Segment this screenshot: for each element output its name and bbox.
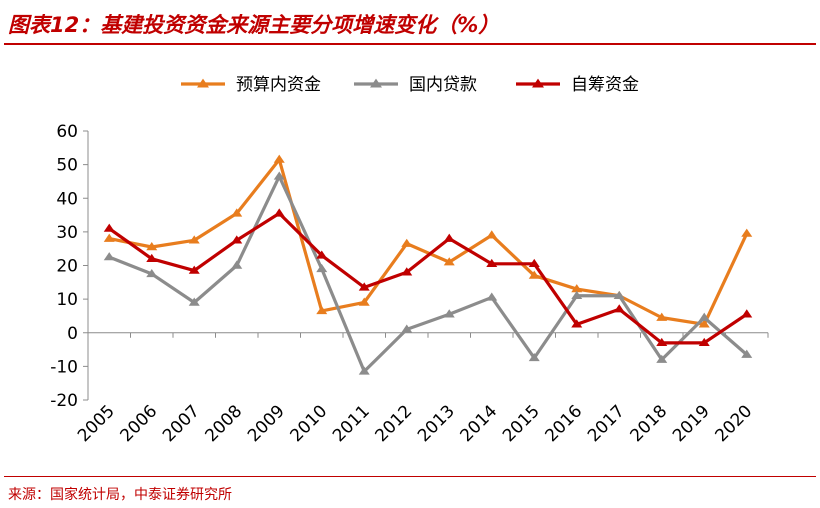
y-tick-label: 10	[56, 290, 78, 310]
data-point	[103, 252, 115, 261]
title-divider	[4, 43, 816, 45]
footer-divider	[4, 476, 816, 477]
series-3	[103, 208, 753, 347]
data-point	[698, 312, 710, 321]
x-tick-label: 2018	[627, 401, 672, 446]
data-point	[358, 282, 370, 291]
data-point	[316, 305, 328, 315]
x-tick-label: 2007	[159, 401, 204, 446]
data-point	[231, 235, 243, 244]
legend-label: 预算内资金	[236, 75, 321, 95]
x-tick-label: 2005	[74, 401, 119, 446]
y-tick-label: 40	[56, 189, 78, 209]
series-line	[108, 157, 749, 326]
series-2	[103, 171, 753, 375]
x-tick-label: 2019	[669, 401, 714, 446]
data-point	[443, 309, 455, 318]
data-point	[528, 270, 540, 279]
data-point	[741, 309, 753, 318]
data-point	[571, 290, 583, 299]
data-point	[656, 354, 668, 363]
data-point	[571, 284, 583, 293]
x-tick-label: 2014	[457, 401, 502, 446]
source-note: 来源：国家统计局，中泰证券研究所	[8, 487, 232, 503]
series-1	[103, 154, 753, 328]
data-point	[103, 233, 115, 242]
legend-label: 国内贷款	[409, 75, 477, 95]
data-point	[571, 319, 583, 328]
data-point	[401, 267, 413, 276]
data-point	[273, 154, 285, 163]
y-tick-label: -20	[50, 391, 78, 411]
legend-item: 国内贷款	[354, 75, 477, 95]
data-point	[358, 297, 370, 306]
x-tick-label: 2006	[117, 401, 162, 446]
x-tick-label: 2010	[287, 401, 332, 446]
data-point	[486, 258, 498, 268]
data-point	[613, 304, 625, 313]
data-point	[316, 263, 328, 273]
data-point	[486, 230, 498, 239]
data-point	[656, 312, 668, 321]
data-point	[443, 233, 455, 242]
data-point	[486, 292, 498, 301]
data-point	[316, 250, 328, 259]
x-tick-label: 2008	[202, 401, 247, 446]
x-tick-label: 2020	[712, 401, 757, 446]
data-point	[656, 337, 668, 347]
y-tick-label: 0	[67, 324, 78, 344]
data-point	[613, 290, 625, 299]
data-point	[401, 324, 413, 333]
data-point	[146, 268, 158, 278]
data-point	[231, 260, 243, 269]
data-point	[698, 337, 710, 347]
data-point	[188, 235, 200, 244]
legend-label: 自筹资金	[571, 75, 639, 95]
data-point	[273, 171, 285, 180]
y-tick-label: 60	[56, 122, 78, 142]
y-tick-label: 20	[56, 257, 78, 277]
x-tick-label: 2009	[244, 401, 289, 446]
chart-legend: 预算内资金 国内贷款 自筹资金	[181, 75, 639, 95]
data-point	[698, 319, 710, 328]
data-point	[401, 238, 413, 247]
series-line	[108, 174, 748, 374]
x-tick-label: 2016	[542, 401, 587, 446]
data-point	[443, 257, 455, 266]
data-point	[188, 297, 200, 306]
data-point	[231, 208, 243, 217]
legend-swatch-marker	[532, 78, 544, 88]
data-point	[358, 366, 370, 375]
data-point	[188, 265, 200, 274]
y-tick-label: 50	[56, 156, 78, 176]
legend-swatch-marker	[370, 78, 382, 88]
y-axis: 60 50 40 30 20 10 0 -10 -20	[50, 122, 89, 411]
legend-item: 预算内资金	[181, 75, 321, 95]
x-tick-label: 2012	[372, 401, 417, 446]
chart-series	[103, 154, 753, 375]
data-point	[528, 353, 540, 362]
series-line	[108, 211, 748, 345]
x-tick-label: 2017	[584, 401, 629, 446]
data-point	[103, 223, 115, 232]
data-point	[273, 208, 285, 217]
data-point	[146, 242, 158, 251]
y-tick-label: 30	[56, 223, 78, 243]
data-point	[146, 253, 158, 262]
x-axis: 2005200620072008200920102011201220132014…	[74, 332, 769, 446]
y-tick-label: -10	[50, 357, 78, 377]
data-point	[528, 258, 540, 268]
x-tick-label: 2013	[414, 401, 459, 446]
data-point	[741, 228, 753, 237]
x-tick-label: 2015	[499, 401, 544, 446]
header: 图表12：基建投资资金来源主要分项增速变化（%）	[0, 0, 820, 45]
x-tick-label: 2011	[329, 401, 374, 446]
page-title: 图表12：基建投资资金来源主要分项增速变化（%）	[8, 13, 500, 37]
legend-item: 自筹资金	[516, 75, 639, 95]
data-point	[741, 349, 753, 358]
legend-swatch-marker	[197, 78, 209, 88]
